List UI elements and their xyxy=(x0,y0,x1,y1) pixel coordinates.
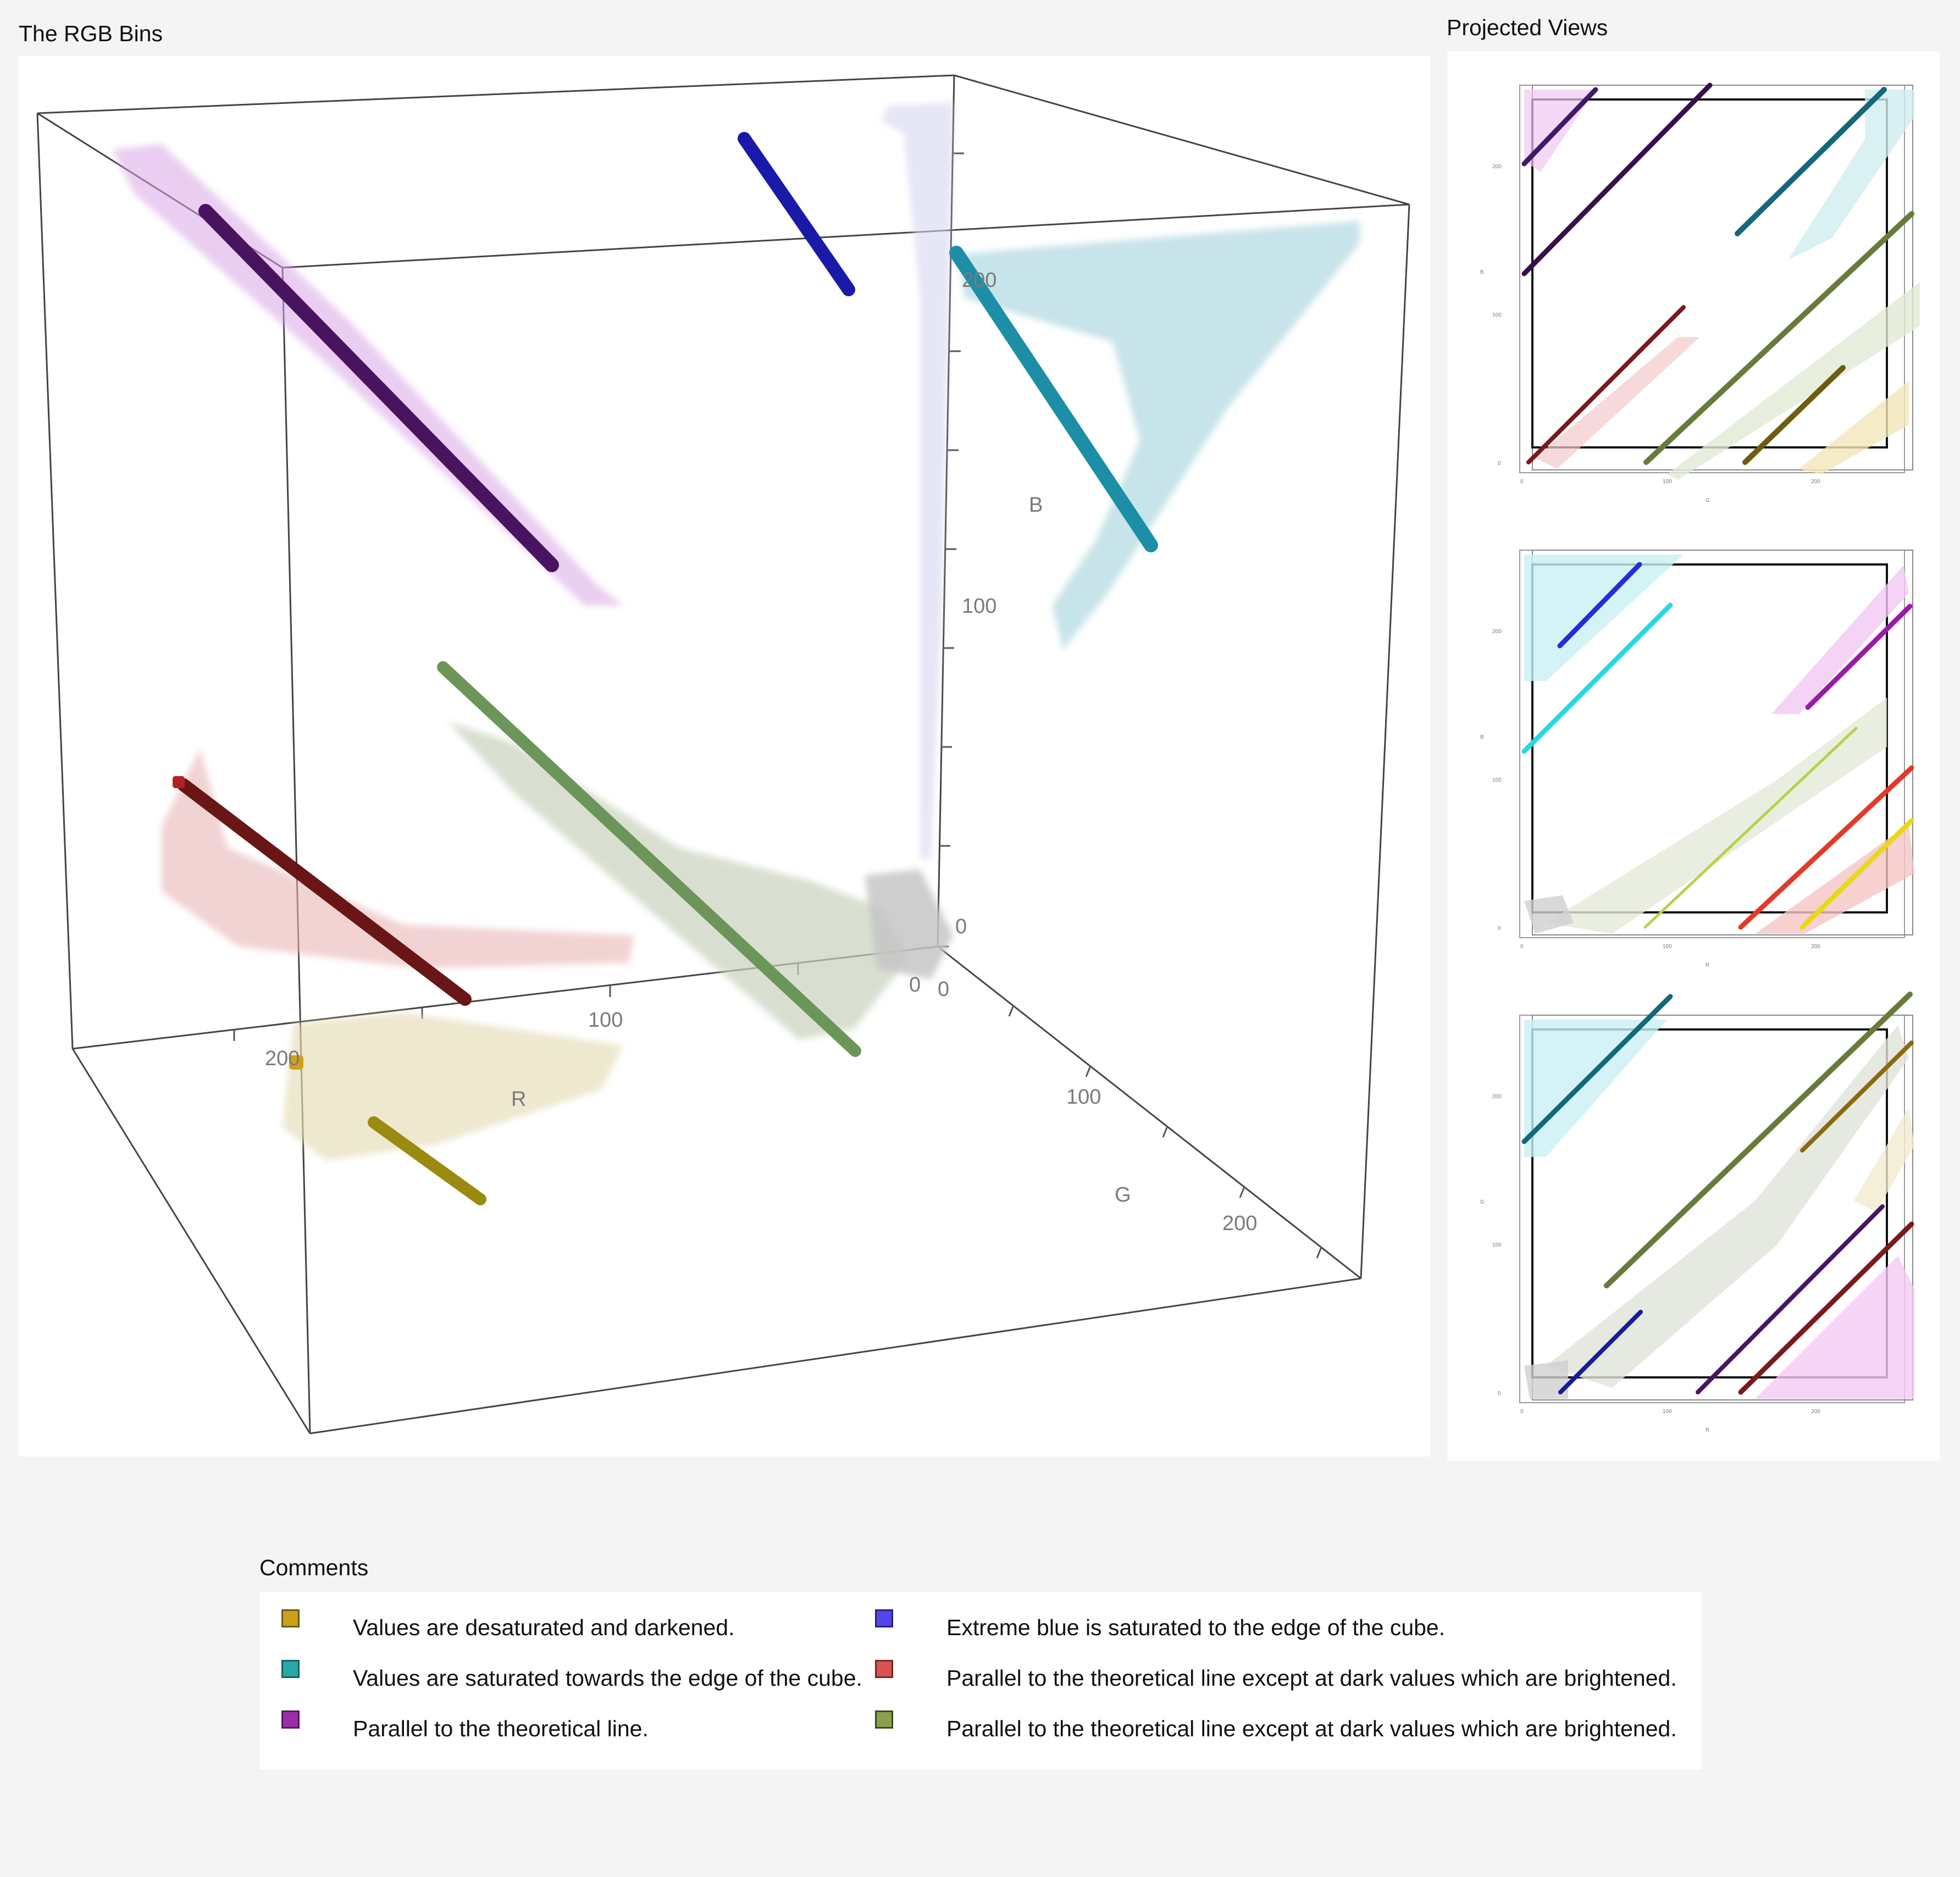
rb-xtick-200: 200 xyxy=(1811,944,1820,950)
rgb-cube-plot[interactable]: 200 100 0 B 0 100 200 R 0 100 200 G xyxy=(19,56,1430,1457)
cyan-line xyxy=(949,246,1158,552)
rb-ylabel: B xyxy=(1480,734,1484,740)
rb-xlabel: R xyxy=(1706,962,1709,968)
rgb-cube-svg: 200 100 0 B 0 100 200 R 0 100 200 G xyxy=(36,74,1410,1435)
comments-panel: Values are desaturated and darkened. Val… xyxy=(259,1592,1702,1769)
comment-green: Parallel to the theoretical line except … xyxy=(946,1716,1677,1741)
g-tick-0: 0 xyxy=(938,978,949,1001)
r-tick-200: 200 xyxy=(265,1047,300,1070)
gb-ytick-0: 0 xyxy=(1498,461,1501,467)
blue-streak xyxy=(882,103,953,859)
red-cloud xyxy=(162,749,634,968)
projected-view-gb[interactable]: 0 100 200 G 0 100 200 B xyxy=(1480,82,1920,503)
cyan-cloud xyxy=(959,221,1360,650)
bin-lines xyxy=(173,132,1158,1205)
g-tick-100: 100 xyxy=(1066,1086,1101,1109)
gb-xtick-0: 0 xyxy=(1520,479,1524,485)
purple-line xyxy=(198,204,559,572)
blue-line xyxy=(738,132,855,296)
gb-xlabel: G xyxy=(1706,497,1710,503)
gray-cloud xyxy=(865,870,953,979)
yellow-point xyxy=(289,1055,303,1070)
cyan-swatch-icon xyxy=(281,1660,300,1678)
comments-title: Comments xyxy=(259,1555,369,1580)
rg-ylabel: G xyxy=(1480,1199,1485,1205)
blue-swatch-icon xyxy=(875,1609,893,1627)
r-tick-0: 0 xyxy=(909,973,921,996)
b-tick-100: 100 xyxy=(962,595,996,618)
gb-xtick-100: 100 xyxy=(1663,479,1672,485)
rb-xtick-100: 100 xyxy=(1663,944,1672,950)
yellow-cloud xyxy=(283,1012,623,1161)
gb-ytick-100: 100 xyxy=(1492,312,1502,318)
b-axis-label: B xyxy=(1029,494,1043,517)
green-line xyxy=(437,661,861,1057)
rb-ytick-100: 100 xyxy=(1492,777,1502,783)
projected-views-panel: 0 100 200 G 0 100 200 B xyxy=(1447,51,1940,1461)
rb-ytick-0: 0 xyxy=(1498,926,1501,932)
rg-xtick-200: 200 xyxy=(1811,1409,1820,1415)
r-tick-100: 100 xyxy=(588,1009,623,1032)
b-tick-0: 0 xyxy=(955,915,967,938)
projected-views-svg: 0 100 200 G 0 100 200 B xyxy=(1480,82,1920,1433)
gb-ylabel: B xyxy=(1480,269,1484,275)
red-point xyxy=(173,776,185,788)
comment-yellow: Values are desaturated and darkened. xyxy=(353,1615,735,1640)
rg-xtick-0: 0 xyxy=(1520,1409,1524,1415)
comment-cyan: Values are saturated towards the edge of… xyxy=(353,1665,862,1691)
projected-view-rg[interactable]: 0 100 200 R 0 100 200 G xyxy=(1480,992,1914,1433)
gb-xtick-200: 200 xyxy=(1811,479,1820,485)
gb-ytick-200: 200 xyxy=(1492,164,1502,170)
yellow-line xyxy=(368,1116,486,1205)
rb-xtick-0: 0 xyxy=(1520,944,1524,950)
rg-ytick-100: 100 xyxy=(1492,1242,1502,1248)
yellow-swatch-icon xyxy=(281,1609,300,1627)
rg-xtick-100: 100 xyxy=(1663,1409,1672,1415)
projected-views-title: Projected Views xyxy=(1447,15,1608,40)
rg-xlabel: R xyxy=(1706,1427,1709,1433)
projected-view-rb[interactable]: 0 100 200 R 0 100 200 B xyxy=(1480,550,1914,968)
green-swatch-icon xyxy=(875,1710,893,1729)
cube-frame xyxy=(36,74,1410,1435)
g-tick-200: 200 xyxy=(1222,1212,1257,1235)
rb-ytick-200: 200 xyxy=(1492,629,1502,635)
r-axis-label: R xyxy=(511,1088,526,1111)
main-plot-title: The RGB Bins xyxy=(19,21,163,46)
axis-labels: 200 100 0 B 0 100 200 R 0 100 200 G xyxy=(265,269,1257,1235)
rg-ytick-0: 0 xyxy=(1498,1391,1501,1397)
g-axis-label: G xyxy=(1115,1183,1131,1206)
comment-red: Parallel to the theoretical line except … xyxy=(946,1665,1677,1691)
comment-purple: Parallel to the theoretical line. xyxy=(353,1716,649,1741)
b-tick-200: 200 xyxy=(962,269,996,292)
red-swatch-icon xyxy=(875,1660,893,1678)
comment-blue: Extreme blue is saturated to the edge of… xyxy=(946,1615,1446,1640)
rg-ytick-200: 200 xyxy=(1492,1094,1502,1100)
purple-swatch-icon xyxy=(281,1710,300,1729)
red-line xyxy=(177,778,472,1006)
